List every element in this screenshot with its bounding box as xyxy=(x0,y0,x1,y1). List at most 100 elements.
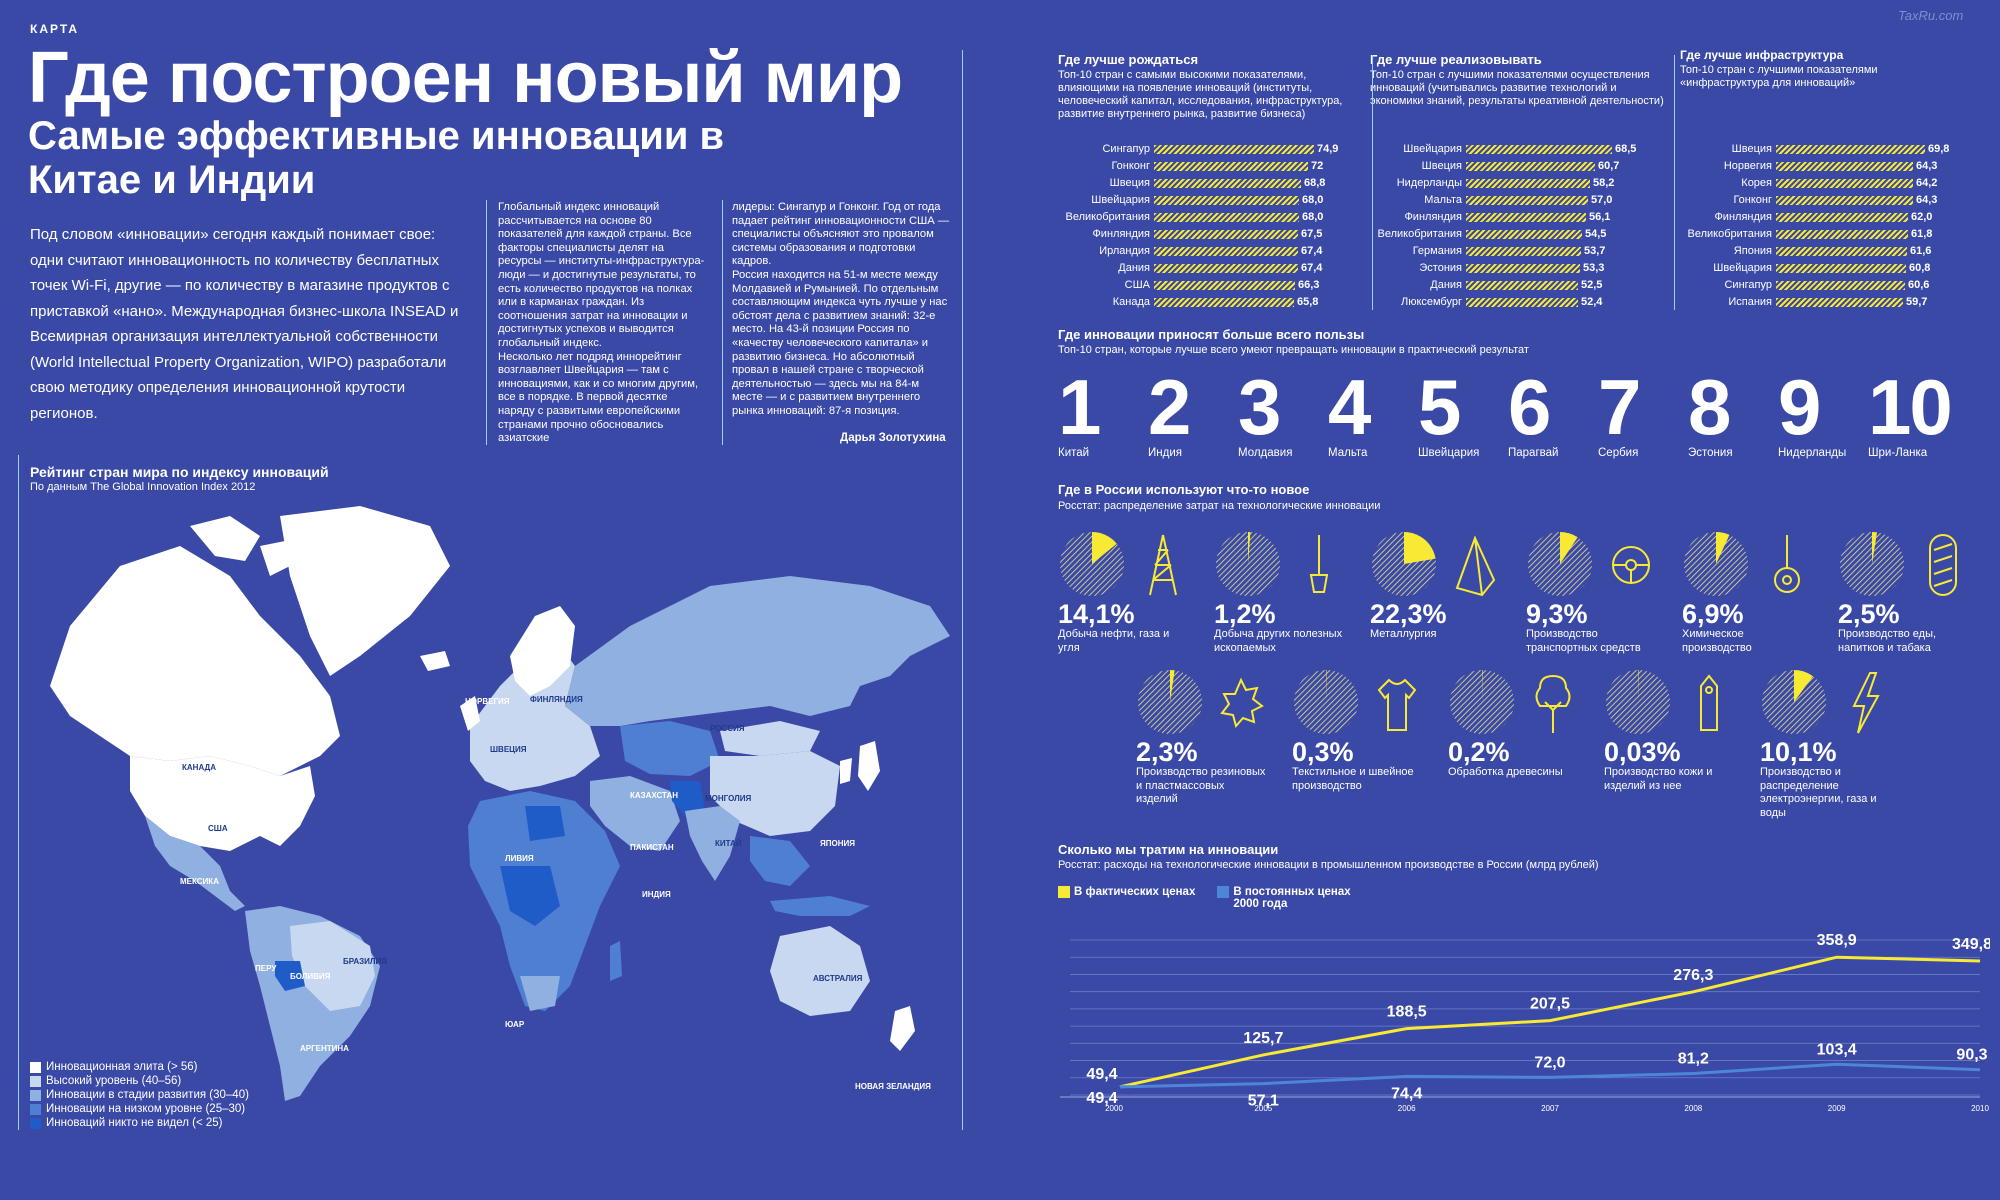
ranking-bar xyxy=(1466,144,1612,154)
pie-slice xyxy=(1092,532,1117,564)
benefit-rank: 2 xyxy=(1148,363,1191,451)
ranking-row: Япония 61,6 xyxy=(1672,243,1932,259)
data-label: 349,8 xyxy=(1952,936,1990,953)
benefit-rank: 4 xyxy=(1328,363,1371,451)
ranking-country: Великобритания xyxy=(1377,228,1462,240)
map-canada xyxy=(50,546,340,776)
map-china xyxy=(710,751,840,836)
legend-swatch xyxy=(30,1103,41,1115)
data-label: 57,1 xyxy=(1248,1093,1279,1110)
ranking-value: 67,5 xyxy=(1301,228,1323,240)
ranking-bar xyxy=(1776,195,1913,205)
ranking-bar xyxy=(1466,229,1582,239)
page-title: Где построен новый мир xyxy=(28,38,903,118)
x-tick-label: 2008 xyxy=(1684,1104,1702,1113)
ranking-subtitle: Топ-10 стран с лучшими показателями «инф… xyxy=(1680,64,1878,89)
russia-percent: 0,3% xyxy=(1292,737,1354,767)
x-tick-label: 2006 xyxy=(1398,1104,1416,1113)
map-madagascar xyxy=(610,941,622,981)
map-label-australia: АВСТРАЛИЯ xyxy=(813,974,863,983)
russia-caption: Производство еды, напитков и табака xyxy=(1838,628,1937,654)
map-korea xyxy=(840,758,852,784)
data-label: 81,2 xyxy=(1678,1051,1709,1068)
ranking-row: Великобритания 54,5 xyxy=(1362,226,1607,242)
column-divider xyxy=(486,200,487,445)
ranking-bar xyxy=(1776,246,1907,256)
oil-derrick-icon xyxy=(1149,534,1177,596)
russia-percent: 9,3% xyxy=(1526,599,1588,629)
benefit-country: Индия xyxy=(1148,447,1182,459)
tshirt-icon xyxy=(1377,678,1417,731)
data-label: 72,0 xyxy=(1534,1054,1565,1071)
shovel-icon xyxy=(1309,535,1329,593)
russia-item-graphics xyxy=(1136,668,1286,738)
map-mongolia xyxy=(720,721,820,756)
map-label-finland: ФИНЛЯНДИЯ xyxy=(530,695,583,704)
map-source: По данным The Global Innovation Index 20… xyxy=(30,481,256,493)
legend-label-constant: В постоянных ценах 2000 года xyxy=(1233,886,1351,910)
ranking-country: Испания xyxy=(1728,296,1772,308)
ranking-row: Швеция 60,7 xyxy=(1362,158,1620,174)
legend-row: Высокий уровень (40–56) xyxy=(30,1074,249,1088)
ranking-value: 74,9 xyxy=(1317,143,1339,155)
map-label-bolivia: БОЛИВИЯ xyxy=(290,972,331,981)
pie-slice xyxy=(1794,670,1813,702)
map-middle-east xyxy=(590,776,680,851)
ranking-value: 64,3 xyxy=(1916,194,1938,206)
russia-item: 0,3% Текстильное и швейное производство xyxy=(1292,668,1442,793)
map-russia xyxy=(565,576,950,726)
map-australia xyxy=(770,926,870,1016)
russia-percent: 6,9% xyxy=(1682,599,1744,629)
x-tick-label: 2005 xyxy=(1254,1104,1272,1113)
ranking-bar xyxy=(1154,229,1298,239)
russia-item-graphics xyxy=(1214,530,1364,600)
map-label-peru: ПЕРУ xyxy=(255,964,277,973)
map-label-russia: РОССИЯ xyxy=(710,724,745,733)
russia-caption: Добыча других полезных ископаемых xyxy=(1214,628,1343,654)
benefit-rank: 1 xyxy=(1058,363,1101,451)
steering-wheel-icon xyxy=(1612,546,1650,584)
ranking-value: 57,0 xyxy=(1591,194,1613,206)
ranking-value: 60,7 xyxy=(1598,160,1620,172)
legend-row: Инновации в стадии развития (30–40) xyxy=(30,1088,249,1102)
russia-caption: Производство резиновых и пластмассовых и… xyxy=(1136,766,1266,805)
pie-chart xyxy=(1138,670,1202,734)
ranking-value: 62,0 xyxy=(1911,211,1933,223)
ranking-country: Швеция xyxy=(1421,160,1462,172)
ranking-bar xyxy=(1154,144,1314,154)
russia-item: 9,3% Производство транспортных средств xyxy=(1526,530,1676,655)
russia-caption: Обработка древесины xyxy=(1448,766,1563,778)
russia-item-graphics xyxy=(1604,668,1754,738)
russia-item: 2,5% Производство еды, напитков и табака xyxy=(1838,530,1988,655)
ranking-value: 68,5 xyxy=(1615,143,1637,155)
pie-chart xyxy=(1372,532,1436,596)
pyramid-icon xyxy=(1455,535,1496,597)
benefit-subtitle: Топ-10 стран, которые лучше всего умеют … xyxy=(1058,344,1529,356)
benefit-rank: 7 xyxy=(1598,363,1641,451)
ranking-country: Швейцария xyxy=(1713,262,1772,274)
pie-slice xyxy=(1482,670,1483,702)
ranking-value: 53,7 xyxy=(1584,245,1606,257)
russia-item-graphics xyxy=(1370,530,1520,600)
ranking-country: Корея xyxy=(1741,177,1772,189)
russia-item: 14,1% Добыча нефти, газа и угля xyxy=(1058,530,1208,655)
ranking-row: Финляндия 67,5 xyxy=(1050,226,1322,242)
map-kazakhstan xyxy=(620,721,720,776)
ranking-country: США xyxy=(1124,279,1150,291)
ranking-country: Швеция xyxy=(1109,177,1150,189)
page-subtitle: Самые эффективные инновации в Китае и Ин… xyxy=(28,114,725,202)
ranking-country: Гонконг xyxy=(1111,160,1150,172)
ranking-country: Ирландия xyxy=(1099,245,1150,257)
pie-slice xyxy=(1872,532,1878,564)
map-mexico xyxy=(145,816,245,911)
map-uk xyxy=(460,696,480,731)
ranking-row: Швеция 68,8 xyxy=(1050,175,1326,191)
data-label: 90,3 xyxy=(1956,1047,1987,1064)
x-tick-label: 2009 xyxy=(1828,1104,1846,1113)
map-legend: Инновационная элита (> 56) Высокий уровен… xyxy=(30,1060,249,1130)
pie-chart xyxy=(1762,670,1826,734)
map-label-usa: США xyxy=(208,824,228,833)
map-libya xyxy=(525,806,565,841)
legend-row: Инноваций никто не видел (< 25) xyxy=(30,1116,249,1130)
map-new-zealand xyxy=(890,1006,915,1051)
